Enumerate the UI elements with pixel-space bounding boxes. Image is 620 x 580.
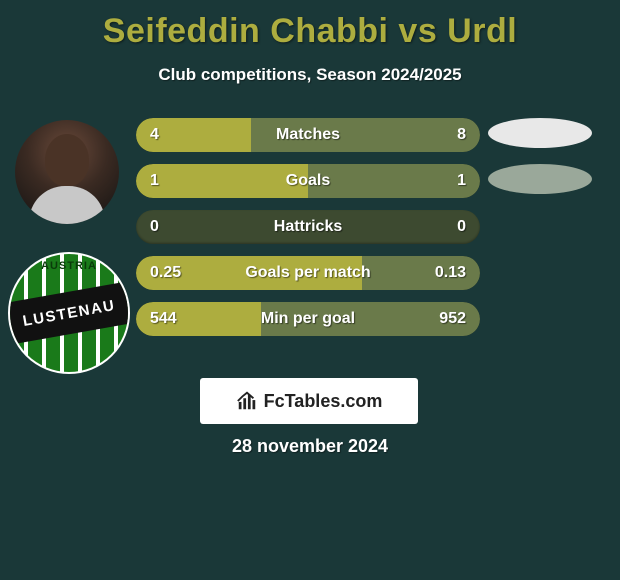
player1-club-badge: AUSTRIA LUSTENAU	[8, 252, 130, 374]
stat-right-value: 8	[457, 126, 466, 144]
stat-row: 544 952 Min per goal	[136, 302, 480, 336]
page-title: Seifeddin Chabbi vs Urdl	[0, 0, 620, 51]
stat-left-value: 1	[150, 172, 159, 190]
badge-band-text: LUSTENAU	[21, 296, 116, 329]
bar-fill-left	[136, 164, 308, 198]
logo-text: FcTables.com	[264, 391, 383, 412]
stat-label: Goals	[286, 172, 330, 190]
stat-label: Matches	[276, 126, 340, 144]
player1-avatar	[15, 120, 119, 224]
player2-column	[488, 118, 606, 210]
subtitle: Club competitions, Season 2024/2025	[0, 65, 620, 85]
stat-row: 0 0 Hattricks	[136, 210, 480, 244]
badge-top-text: AUSTRIA	[10, 260, 128, 272]
stat-right-value: 0	[457, 218, 466, 236]
stat-label: Goals per match	[245, 264, 370, 282]
stat-label: Min per goal	[261, 310, 355, 328]
chart-icon	[236, 390, 258, 412]
stat-row: 0.25 0.13 Goals per match	[136, 256, 480, 290]
stat-right-value: 952	[439, 310, 466, 328]
stat-label: Hattricks	[274, 218, 342, 236]
stat-right-value: 0.13	[435, 264, 466, 282]
date-text: 28 november 2024	[0, 436, 620, 457]
player1-column: AUSTRIA LUSTENAU	[8, 120, 126, 374]
stat-left-value: 4	[150, 126, 159, 144]
stat-left-value: 544	[150, 310, 177, 328]
stat-row: 1 1 Goals	[136, 164, 480, 198]
bar-fill-right	[308, 164, 480, 198]
source-logo: FcTables.com	[200, 378, 418, 424]
comparison-bars: 4 8 Matches 1 1 Goals 0 0 Hattricks 0.25 0.13 Goals…	[136, 118, 480, 348]
stat-right-value: 1	[457, 172, 466, 190]
player2-club-placeholder	[488, 164, 592, 194]
stat-left-value: 0.25	[150, 264, 181, 282]
stat-row: 4 8 Matches	[136, 118, 480, 152]
stat-left-value: 0	[150, 218, 159, 236]
player2-avatar-placeholder	[488, 118, 592, 148]
